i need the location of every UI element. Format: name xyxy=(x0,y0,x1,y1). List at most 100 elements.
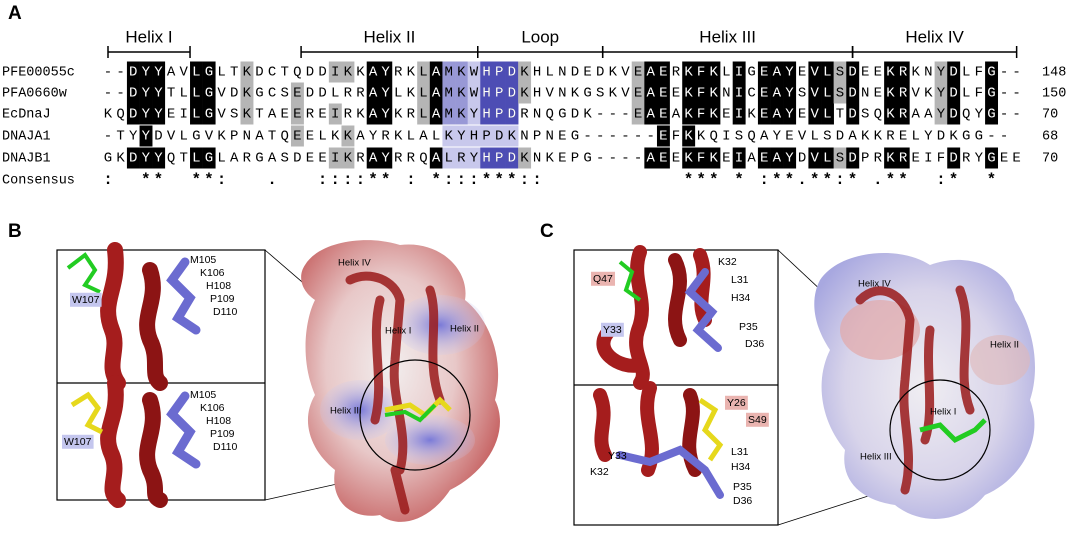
residue-label: K106 xyxy=(200,402,225,414)
residue-shade xyxy=(379,82,393,104)
residue-shade xyxy=(492,103,506,125)
residue-label: Q47 xyxy=(593,273,613,285)
panel-b-art xyxy=(56,240,500,522)
residue-shade xyxy=(442,103,456,125)
panel-letter: A xyxy=(8,3,22,24)
residue-shade xyxy=(202,147,216,169)
residue-shade xyxy=(846,61,860,83)
region-label: Helix IV xyxy=(905,27,964,46)
residue-label: D110 xyxy=(213,441,237,453)
residue-shade xyxy=(467,82,481,104)
residue-shade xyxy=(417,61,431,83)
panel-letter: C xyxy=(540,221,554,242)
residue-shade xyxy=(644,103,658,125)
residue-label: S49 xyxy=(748,414,767,426)
sequence: KQDYYEILGVSKTAEEREIRKAYKRLAMKYHPDRNQGDK-… xyxy=(104,107,1021,123)
residue-shade xyxy=(202,103,216,125)
residue-shade xyxy=(644,147,658,169)
residue-shade xyxy=(429,147,443,169)
helix-label: Helix I xyxy=(385,326,411,337)
residue-shade xyxy=(682,147,696,169)
residue-shade xyxy=(707,61,721,83)
residue-shade xyxy=(884,103,898,125)
residue-shade xyxy=(190,147,203,169)
residue-shade xyxy=(290,82,304,104)
residue-shade xyxy=(341,147,355,169)
residue-shade xyxy=(505,147,519,169)
residue-label: D110 xyxy=(213,306,237,318)
sequence-end: 70 xyxy=(1042,108,1058,123)
region-label: Loop xyxy=(521,27,559,46)
residue-shade xyxy=(518,82,532,104)
residue-shade xyxy=(429,82,443,104)
residue-shade xyxy=(682,61,696,83)
sequence-name: PFA0660w xyxy=(2,87,67,102)
residue-label: P35 xyxy=(733,481,752,493)
residue-shade xyxy=(492,61,506,83)
residue-shade xyxy=(429,61,443,83)
residue-shade xyxy=(934,61,948,83)
residue-shade xyxy=(682,125,696,147)
residue-shade xyxy=(694,147,708,169)
residue-shade xyxy=(455,147,468,169)
residue-shade xyxy=(429,103,443,125)
residue-shade xyxy=(947,147,961,169)
residue-shade xyxy=(190,61,203,83)
residue-label: M105 xyxy=(190,389,216,401)
residue-shade xyxy=(328,147,342,169)
residue-shade xyxy=(379,147,393,169)
residue-shade xyxy=(518,61,532,83)
residue-shade xyxy=(442,82,456,104)
residue-shade xyxy=(139,103,153,125)
residue-shade xyxy=(985,82,999,104)
residue-shade xyxy=(644,61,658,83)
residue-shade xyxy=(783,61,797,83)
residue-shade xyxy=(455,61,468,83)
helix-label: Helix II xyxy=(450,324,479,335)
residue-shade xyxy=(985,61,999,83)
residue-shade xyxy=(846,82,860,104)
residue-label: D36 xyxy=(733,495,752,507)
residue-shade xyxy=(240,103,254,125)
residue-shade xyxy=(783,82,797,104)
sequence-end: 70 xyxy=(1042,152,1058,167)
residue-shade xyxy=(139,82,153,104)
sequence-name: DNAJA1 xyxy=(2,130,51,145)
residue-shade xyxy=(947,82,961,104)
residue-shade xyxy=(656,147,670,169)
helix-label: Helix I xyxy=(930,407,956,418)
residue-shade xyxy=(417,82,431,104)
alignment: Helix I Helix II Loop Helix III Helix IV PFE0… xyxy=(2,27,1066,189)
sequence-end: 150 xyxy=(1042,87,1066,102)
residue-label: P109 xyxy=(210,293,235,305)
sequence-highlight-text: -TYYDVLGVKPNATQEELKKAYRKLALKYHPDKNPNEG--… xyxy=(104,129,1008,145)
residue-shade xyxy=(442,147,456,169)
residue-shade xyxy=(833,61,847,83)
residue-shade xyxy=(126,103,140,125)
residue-shade xyxy=(808,147,822,169)
residue-shade xyxy=(492,82,506,104)
residue-shade xyxy=(518,147,532,169)
helix-label: Helix II xyxy=(990,340,1019,351)
residue-shade xyxy=(366,82,380,104)
residue-shade xyxy=(808,103,822,125)
residue-shade xyxy=(152,82,166,104)
residue-shade xyxy=(505,125,519,147)
helix-label: Helix III xyxy=(330,406,362,417)
residue-shade xyxy=(732,61,746,83)
residue-shade xyxy=(757,147,771,169)
residue-shade xyxy=(694,61,708,83)
residue-shade xyxy=(783,147,797,169)
residue-shade xyxy=(505,61,519,83)
residue-shade xyxy=(896,103,910,125)
residue-shade xyxy=(732,82,746,104)
residue-shade xyxy=(682,82,696,104)
residue-shade xyxy=(884,82,898,104)
residue-shade xyxy=(884,147,898,169)
helix-label: Helix III xyxy=(860,452,892,463)
residue-label-box xyxy=(746,412,769,427)
residue-label: Y33 xyxy=(603,324,622,336)
residue-label: L31 xyxy=(731,274,749,286)
sequence-end: 148 xyxy=(1042,66,1066,81)
